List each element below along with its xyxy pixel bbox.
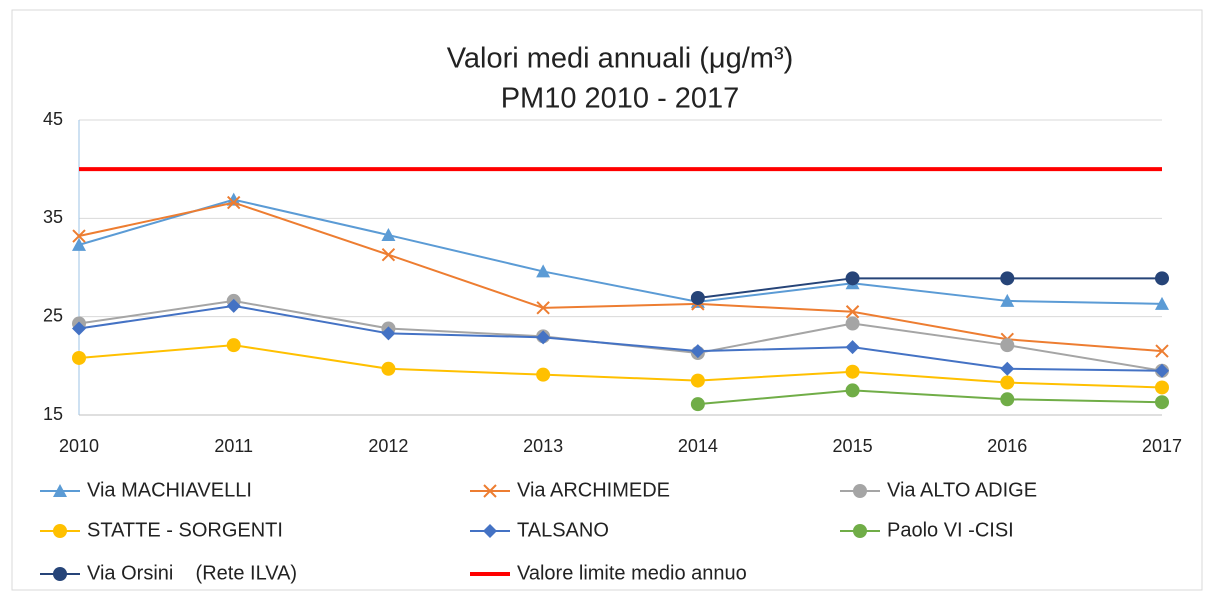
marker bbox=[536, 330, 551, 345]
marker bbox=[1155, 344, 1169, 358]
marker bbox=[1155, 363, 1169, 378]
x-tick-label: 2010 bbox=[59, 436, 99, 456]
legend-label: STATTE - SORGENTI bbox=[87, 519, 283, 541]
marker bbox=[1000, 293, 1015, 307]
marker bbox=[1155, 395, 1169, 410]
series-line bbox=[697, 277, 1162, 299]
marker bbox=[483, 524, 497, 538]
marker bbox=[226, 338, 241, 353]
chart-subtitle: PM10 2010 - 2017 bbox=[501, 83, 740, 115]
legend-label: Via ARCHIMEDE bbox=[517, 479, 670, 501]
marker bbox=[690, 397, 705, 412]
marker bbox=[381, 326, 396, 341]
legend-label: Via ALTO ADIGE bbox=[887, 479, 1037, 501]
series-line bbox=[78, 198, 1163, 305]
x-tick-label: 2012 bbox=[368, 436, 408, 456]
y-tick-label: 25 bbox=[43, 305, 63, 325]
chart-frame bbox=[11, 9, 1203, 591]
marker bbox=[226, 298, 241, 313]
legend-label: Via MACHIAVELLI bbox=[87, 479, 252, 501]
marker bbox=[53, 524, 67, 538]
y-tick-label: 35 bbox=[43, 207, 63, 227]
series-line bbox=[78, 344, 1163, 389]
marker bbox=[536, 264, 551, 278]
marker bbox=[1000, 375, 1015, 390]
marker bbox=[1000, 392, 1015, 407]
marker bbox=[483, 484, 497, 498]
marker bbox=[53, 567, 67, 581]
marker bbox=[53, 484, 67, 497]
marker bbox=[381, 361, 396, 376]
marker bbox=[1000, 361, 1015, 376]
marker bbox=[690, 290, 705, 305]
legend-label: TALSANO bbox=[517, 519, 609, 541]
marker bbox=[536, 367, 551, 382]
marker bbox=[381, 228, 396, 242]
x-tick-label: 2017 bbox=[1142, 436, 1182, 456]
marker bbox=[690, 373, 705, 388]
x-tick-label: 2013 bbox=[523, 436, 563, 456]
y-tick-label: 15 bbox=[43, 404, 63, 424]
marker bbox=[1000, 338, 1015, 353]
series-line bbox=[78, 304, 1163, 372]
marker bbox=[845, 316, 860, 331]
y-tick-label: 45 bbox=[43, 109, 63, 129]
marker bbox=[72, 350, 86, 365]
x-tick-label: 2011 bbox=[214, 436, 253, 456]
x-tick-label: 2016 bbox=[987, 436, 1027, 456]
marker bbox=[227, 195, 241, 210]
marker bbox=[381, 248, 396, 262]
legend-label: Paolo VI -CISI bbox=[887, 519, 1014, 541]
marker bbox=[72, 321, 86, 336]
marker bbox=[853, 524, 867, 538]
marker bbox=[845, 340, 860, 355]
marker bbox=[1155, 296, 1169, 310]
marker bbox=[1155, 380, 1169, 395]
marker bbox=[845, 271, 860, 286]
legend-label: Via Orsini (Rete ILVA) bbox=[87, 562, 297, 584]
chart-title: Valori medi annuali (μg/m³) bbox=[447, 43, 794, 75]
x-tick-label: 2014 bbox=[678, 436, 718, 456]
marker bbox=[72, 229, 86, 243]
marker bbox=[72, 237, 86, 251]
marker bbox=[1155, 271, 1169, 286]
marker bbox=[853, 484, 867, 498]
marker bbox=[845, 305, 860, 319]
x-tick-label: 2015 bbox=[833, 436, 873, 456]
marker bbox=[845, 383, 860, 398]
marker bbox=[845, 364, 860, 379]
marker bbox=[690, 344, 705, 359]
marker bbox=[536, 301, 550, 315]
series-line bbox=[697, 389, 1163, 406]
series-line bbox=[78, 201, 1163, 353]
legend-label: Valore limite medio annuo bbox=[517, 562, 747, 584]
marker bbox=[1000, 271, 1015, 286]
series-line bbox=[78, 299, 1163, 372]
